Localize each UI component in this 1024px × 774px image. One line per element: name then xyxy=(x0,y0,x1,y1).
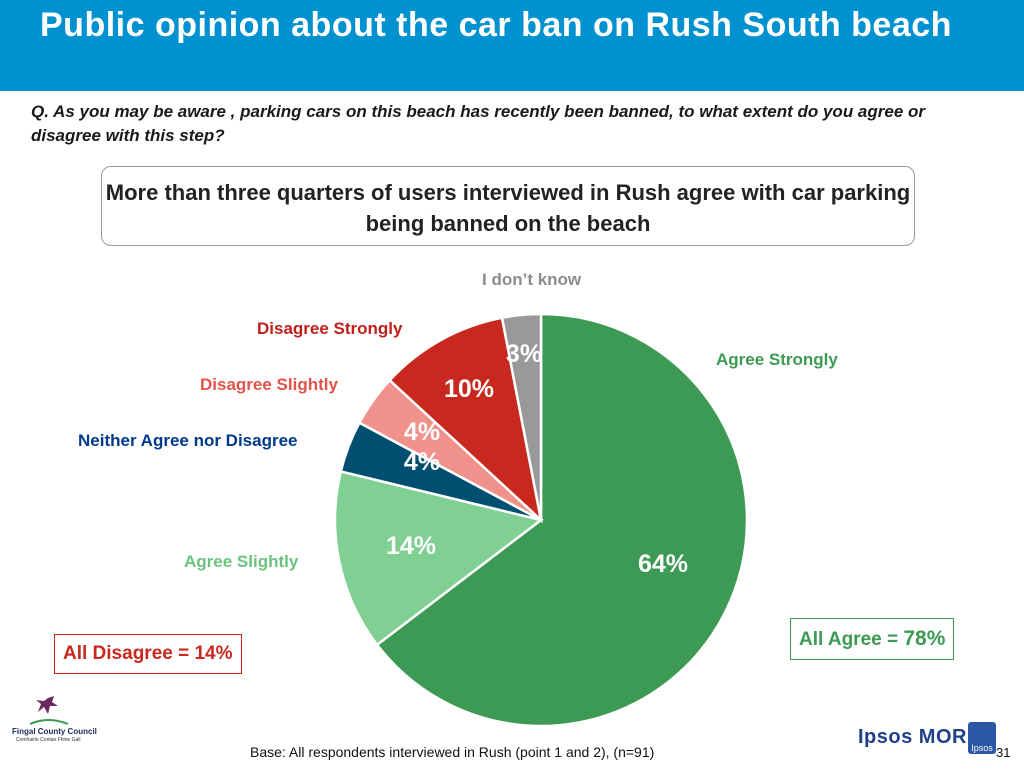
slice-name-label-disagree-strongly: Disagree Strongly xyxy=(257,319,403,338)
slide-title: Public opinion about the car ban on Rush… xyxy=(40,6,952,44)
title-bar: Public opinion about the car ban on Rush… xyxy=(0,0,1024,91)
slice-name-label-neither-agree-nor-disagree: Neither Agree nor Disagree xyxy=(78,431,298,450)
ipsos-badge: Ipsos xyxy=(968,722,996,754)
all-disagree-summary: All Disagree = 14% xyxy=(54,634,242,674)
all-agree-summary: All Agree = 78% xyxy=(790,618,955,660)
fingal-logo: Fingal County Council Comhairle Contae F… xyxy=(8,694,108,754)
slice-value-label-agree-strongly: 64% xyxy=(638,550,688,578)
fingal-name: Fingal County Council xyxy=(12,727,97,736)
fingal-bird-icon xyxy=(29,696,69,725)
base-note: Base: All respondents interviewed in Rus… xyxy=(250,744,655,760)
slice-value-label-disagree-slightly: 4% xyxy=(404,418,440,446)
key-finding-callout: More than three quarters of users interv… xyxy=(101,166,915,246)
pie-slice-i-don-t-know xyxy=(500,312,543,521)
pie-slice-agree-slightly xyxy=(333,469,544,647)
pie-slice-disagree-strongly xyxy=(387,316,543,524)
slice-value-label-agree-slightly: 14% xyxy=(386,532,436,560)
ipsos-mori-text: Ipsos MORI xyxy=(858,726,974,748)
slice-value-label-neither-agree-nor-disagree: 4% xyxy=(404,448,440,476)
all-agree-prefix: All Agree = xyxy=(799,629,904,650)
key-finding-text: More than three quarters of users interv… xyxy=(105,180,911,236)
slice-name-label-agree-slightly: Agree Slightly xyxy=(184,552,299,571)
slice-value-label-disagree-strongly: 10% xyxy=(444,375,494,403)
page-number: 31 xyxy=(996,745,1011,760)
slice-name-label-agree-strongly: Agree Strongly xyxy=(716,350,838,369)
slice-value-label-i-don-t-know: 3% xyxy=(506,340,542,368)
fingal-subtitle: Comhairle Contae Fhine Gall xyxy=(16,737,81,743)
all-agree-value: 78% xyxy=(903,627,946,650)
survey-question: Q. As you may be aware , parking cars on… xyxy=(31,102,926,145)
slice-name-label-i-don-t-know: I don’t know xyxy=(482,270,582,289)
pie-slice-agree-strongly xyxy=(375,312,749,728)
ipsos-mori-logo: Ipsos MORI Ipsos xyxy=(858,722,998,756)
slice-name-label-disagree-slightly: Disagree Slightly xyxy=(200,375,338,394)
